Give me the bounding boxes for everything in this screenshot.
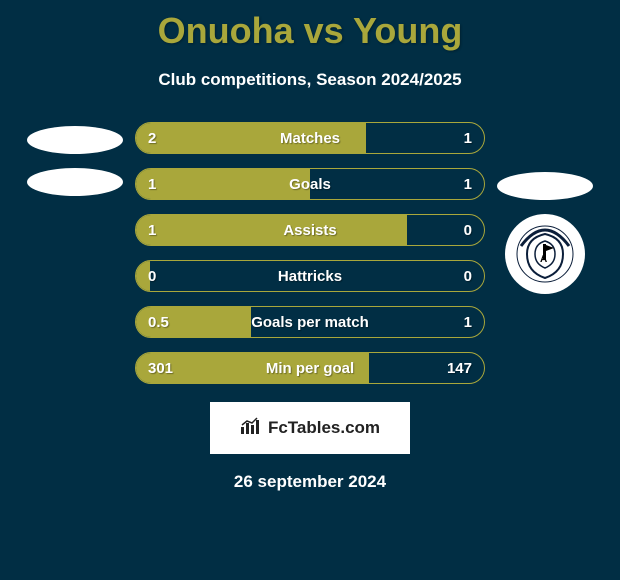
stat-label: Matches <box>136 123 484 153</box>
stat-value-right: 147 <box>447 353 472 383</box>
stat-value-right: 0 <box>464 215 472 245</box>
brand-label: FcTables.com <box>268 418 380 438</box>
stat-row: 1Goals1 <box>135 168 485 200</box>
brand-badge: FcTables.com <box>210 402 410 454</box>
stat-row: 0Hattricks0 <box>135 260 485 292</box>
right-avatar-column: A <box>485 122 605 294</box>
player-right-placeholder <box>497 172 593 200</box>
stat-row: 2Matches1 <box>135 122 485 154</box>
player-left-placeholder <box>27 126 123 154</box>
stat-value-right: 1 <box>464 169 472 199</box>
stat-row: 1Assists0 <box>135 214 485 246</box>
stat-bars: 2Matches11Goals11Assists00Hattricks00.5G… <box>135 122 485 384</box>
svg-text:A: A <box>540 254 547 265</box>
stat-value-right: 1 <box>464 307 472 337</box>
stat-value-right: 1 <box>464 123 472 153</box>
stat-label: Goals <box>136 169 484 199</box>
shield-icon: A <box>515 224 575 284</box>
stats-area: 2Matches11Goals11Assists00Hattricks00.5G… <box>0 122 620 384</box>
stat-label: Assists <box>136 215 484 245</box>
page-title: Onuoha vs Young <box>0 0 620 52</box>
stat-label: Hattricks <box>136 261 484 291</box>
stat-label: Goals per match <box>136 307 484 337</box>
subtitle: Club competitions, Season 2024/2025 <box>0 70 620 90</box>
stat-value-right: 0 <box>464 261 472 291</box>
chart-icon <box>240 417 262 440</box>
club-right-badge: A <box>505 214 585 294</box>
stat-label: Min per goal <box>136 353 484 383</box>
stat-row: 301Min per goal147 <box>135 352 485 384</box>
club-left-placeholder <box>27 168 123 196</box>
date-line: 26 september 2024 <box>0 472 620 492</box>
stat-row: 0.5Goals per match1 <box>135 306 485 338</box>
left-avatar-column <box>15 122 135 196</box>
